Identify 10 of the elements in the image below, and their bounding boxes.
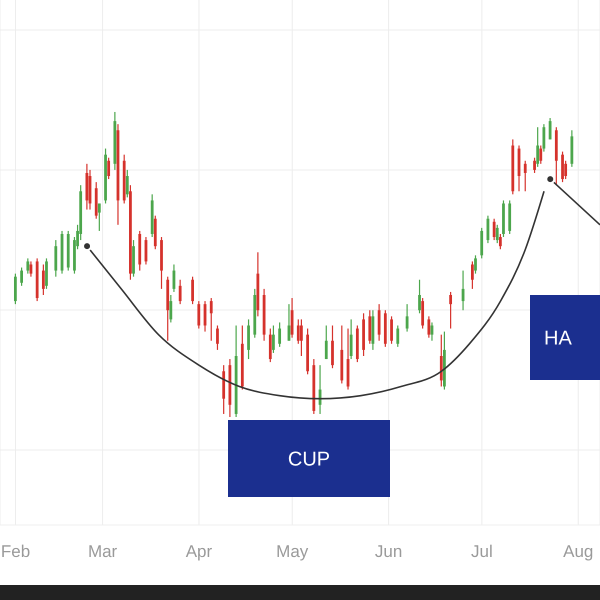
x-tick-label: Jun <box>374 542 402 562</box>
annotation: HA <box>544 328 572 350</box>
x-tick-label: May <box>276 542 309 562</box>
x-tick-label: Feb <box>0 542 30 562</box>
label-box: CUP <box>228 420 390 497</box>
label-box: HA <box>530 295 600 380</box>
x-tick-label: Jul <box>471 542 493 562</box>
x-tick-label: Apr <box>186 542 213 562</box>
x-tick-label: Mar <box>88 542 118 562</box>
x-tick-label: Aug <box>563 542 594 562</box>
